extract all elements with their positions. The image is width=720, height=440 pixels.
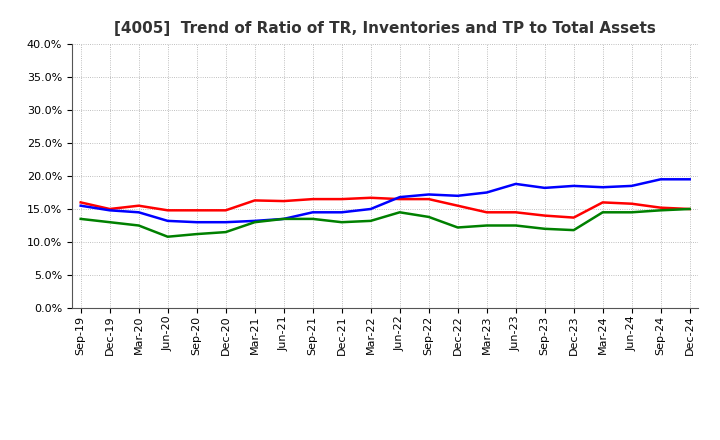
Trade Receivables bbox=[221, 208, 230, 213]
Trade Payables bbox=[657, 208, 665, 213]
Trade Payables bbox=[598, 210, 607, 215]
Trade Receivables bbox=[163, 208, 172, 213]
Trade Payables bbox=[163, 234, 172, 239]
Trade Payables bbox=[627, 210, 636, 215]
Trade Receivables bbox=[541, 213, 549, 218]
Trade Receivables bbox=[308, 196, 317, 202]
Inventories bbox=[163, 218, 172, 224]
Inventories bbox=[511, 181, 520, 187]
Trade Payables bbox=[570, 227, 578, 233]
Inventories bbox=[424, 192, 433, 197]
Trade Payables bbox=[105, 220, 114, 225]
Inventories bbox=[366, 206, 375, 212]
Inventories bbox=[308, 210, 317, 215]
Inventories bbox=[251, 218, 259, 224]
Trade Receivables bbox=[598, 200, 607, 205]
Trade Payables bbox=[338, 220, 346, 225]
Line: Inventories: Inventories bbox=[81, 180, 690, 222]
Trade Receivables bbox=[192, 208, 201, 213]
Trade Receivables bbox=[395, 196, 404, 202]
Trade Receivables bbox=[685, 206, 694, 212]
Trade Payables bbox=[192, 231, 201, 237]
Inventories bbox=[598, 185, 607, 190]
Trade Payables bbox=[308, 216, 317, 221]
Trade Receivables bbox=[338, 196, 346, 202]
Trade Payables bbox=[251, 220, 259, 225]
Inventories bbox=[105, 208, 114, 213]
Trade Receivables bbox=[105, 206, 114, 212]
Trade Payables bbox=[424, 214, 433, 220]
Trade Payables bbox=[76, 216, 85, 221]
Trade Receivables bbox=[627, 201, 636, 206]
Trade Payables bbox=[135, 223, 143, 228]
Title: [4005]  Trend of Ratio of TR, Inventories and TP to Total Assets: [4005] Trend of Ratio of TR, Inventories… bbox=[114, 21, 656, 36]
Inventories bbox=[395, 194, 404, 200]
Trade Receivables bbox=[657, 205, 665, 210]
Line: Trade Receivables: Trade Receivables bbox=[81, 198, 690, 217]
Trade Receivables bbox=[251, 198, 259, 203]
Inventories bbox=[279, 216, 288, 221]
Inventories bbox=[338, 210, 346, 215]
Trade Payables bbox=[221, 230, 230, 235]
Inventories bbox=[135, 210, 143, 215]
Inventories bbox=[685, 176, 694, 182]
Trade Receivables bbox=[454, 203, 462, 209]
Trade Receivables bbox=[279, 198, 288, 204]
Trade Payables bbox=[454, 225, 462, 230]
Trade Receivables bbox=[76, 200, 85, 205]
Inventories bbox=[657, 176, 665, 182]
Trade Receivables bbox=[511, 210, 520, 215]
Trade Payables bbox=[366, 218, 375, 224]
Trade Payables bbox=[279, 216, 288, 221]
Inventories bbox=[541, 185, 549, 191]
Inventories bbox=[76, 203, 85, 209]
Inventories bbox=[570, 183, 578, 188]
Inventories bbox=[192, 220, 201, 225]
Inventories bbox=[454, 193, 462, 198]
Trade Payables bbox=[395, 210, 404, 215]
Trade Receivables bbox=[135, 203, 143, 209]
Trade Receivables bbox=[366, 195, 375, 201]
Trade Receivables bbox=[424, 196, 433, 202]
Inventories bbox=[627, 183, 636, 188]
Trade Payables bbox=[511, 223, 520, 228]
Trade Receivables bbox=[482, 210, 491, 215]
Line: Trade Payables: Trade Payables bbox=[81, 209, 690, 237]
Trade Receivables bbox=[570, 215, 578, 220]
Trade Payables bbox=[541, 226, 549, 231]
Trade Payables bbox=[685, 206, 694, 212]
Trade Payables bbox=[482, 223, 491, 228]
Inventories bbox=[221, 220, 230, 225]
Inventories bbox=[482, 190, 491, 195]
